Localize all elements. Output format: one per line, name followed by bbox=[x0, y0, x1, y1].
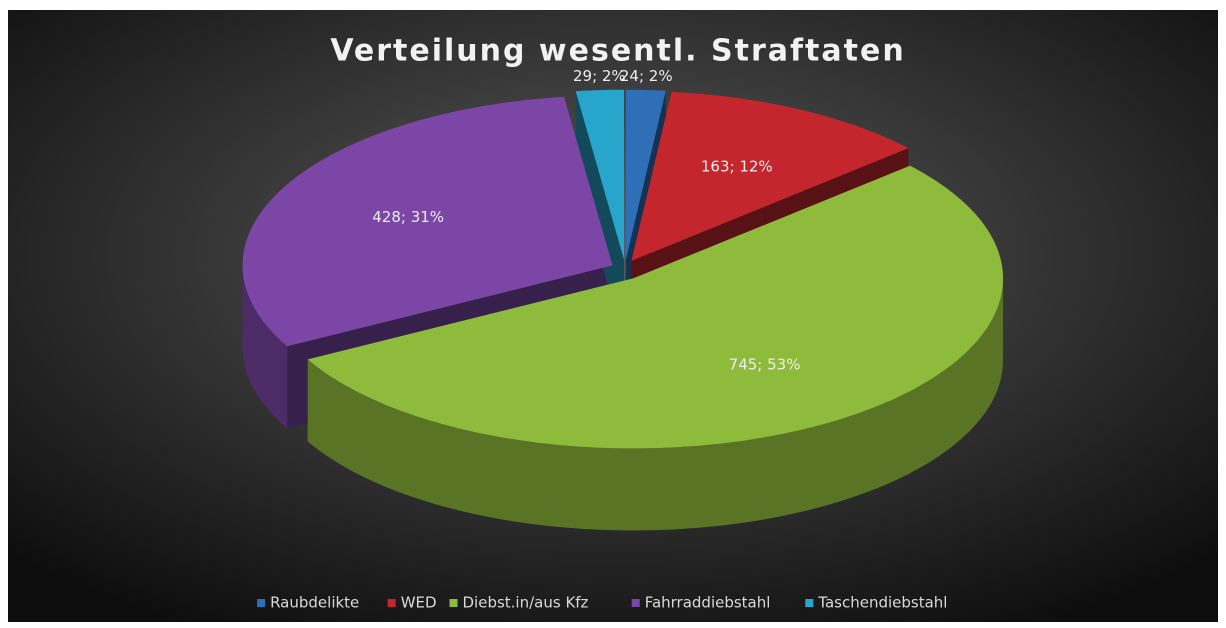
legend-swatch bbox=[805, 599, 814, 607]
legend-swatch bbox=[449, 599, 458, 607]
legend-label: Diebst.in/aus Kfz bbox=[463, 594, 589, 612]
slice bbox=[631, 91, 909, 261]
chart-title: Verteilung wesentl. Straftaten bbox=[330, 34, 905, 69]
slice-edge bbox=[575, 91, 625, 342]
data-label: 428; 31% bbox=[372, 208, 444, 226]
slice bbox=[242, 96, 613, 347]
slice bbox=[625, 89, 666, 260]
slice-side bbox=[242, 265, 288, 429]
legend-swatch bbox=[631, 599, 640, 607]
legend-label: Taschendiebstahl bbox=[817, 594, 947, 612]
data-label: 29; 2% bbox=[573, 67, 626, 85]
legend-swatch bbox=[257, 599, 266, 607]
data-label: 163; 12% bbox=[701, 158, 773, 176]
legend-label: Raubdelikte bbox=[270, 594, 359, 612]
slice bbox=[575, 89, 625, 260]
data-label: 745; 53% bbox=[729, 355, 801, 373]
slice bbox=[307, 165, 1003, 449]
legend-swatch bbox=[387, 599, 396, 607]
slice-side bbox=[307, 278, 1003, 531]
data-label: 24; 2% bbox=[620, 67, 673, 85]
legend-label: WED bbox=[401, 594, 437, 612]
legend-label: Fahrraddiebstahl bbox=[645, 594, 771, 612]
